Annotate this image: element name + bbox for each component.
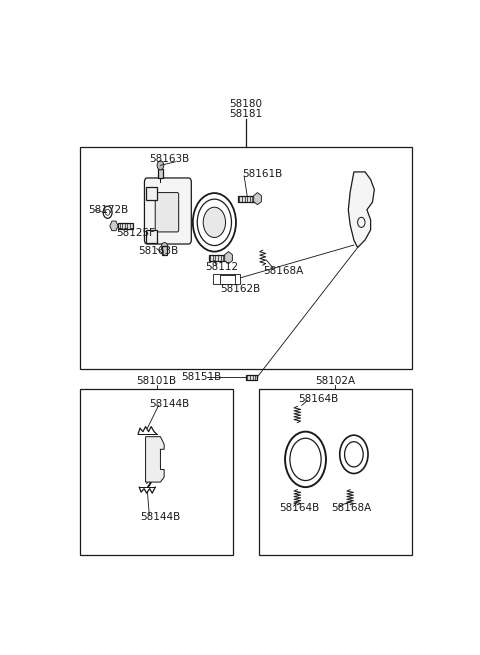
- Bar: [246, 375, 257, 380]
- Text: 58101B: 58101B: [137, 376, 177, 386]
- Text: 58112: 58112: [205, 262, 238, 272]
- Text: 58125F: 58125F: [116, 229, 155, 238]
- Text: 58181: 58181: [229, 109, 263, 119]
- Bar: [259, 389, 411, 555]
- Text: 58144B: 58144B: [149, 399, 190, 409]
- FancyBboxPatch shape: [144, 178, 192, 244]
- Text: 58168A: 58168A: [332, 503, 372, 514]
- Bar: [209, 255, 226, 261]
- Circle shape: [157, 161, 164, 170]
- Bar: [238, 196, 254, 202]
- Bar: [81, 147, 411, 369]
- Text: 58144B: 58144B: [140, 512, 180, 523]
- Bar: [145, 187, 157, 200]
- Polygon shape: [145, 437, 164, 482]
- Text: 58163B: 58163B: [150, 155, 190, 164]
- FancyBboxPatch shape: [155, 193, 179, 232]
- Circle shape: [161, 242, 168, 252]
- Bar: [158, 169, 163, 178]
- Text: 58180: 58180: [229, 99, 263, 109]
- Circle shape: [203, 207, 226, 238]
- Text: 58102A: 58102A: [315, 376, 355, 386]
- Polygon shape: [348, 172, 374, 248]
- Bar: [118, 223, 132, 229]
- Bar: [162, 246, 167, 255]
- Text: 58151B: 58151B: [181, 372, 221, 382]
- Text: 58172B: 58172B: [88, 205, 128, 215]
- Text: 58163B: 58163B: [138, 246, 179, 256]
- Text: 58164B: 58164B: [298, 394, 338, 404]
- Text: 58162B: 58162B: [220, 284, 260, 294]
- Bar: [213, 274, 240, 284]
- Bar: [81, 389, 233, 555]
- Text: 58161B: 58161B: [242, 170, 283, 179]
- Text: 58164B: 58164B: [279, 503, 320, 514]
- Text: 58168A: 58168A: [263, 267, 303, 276]
- Bar: [145, 230, 157, 242]
